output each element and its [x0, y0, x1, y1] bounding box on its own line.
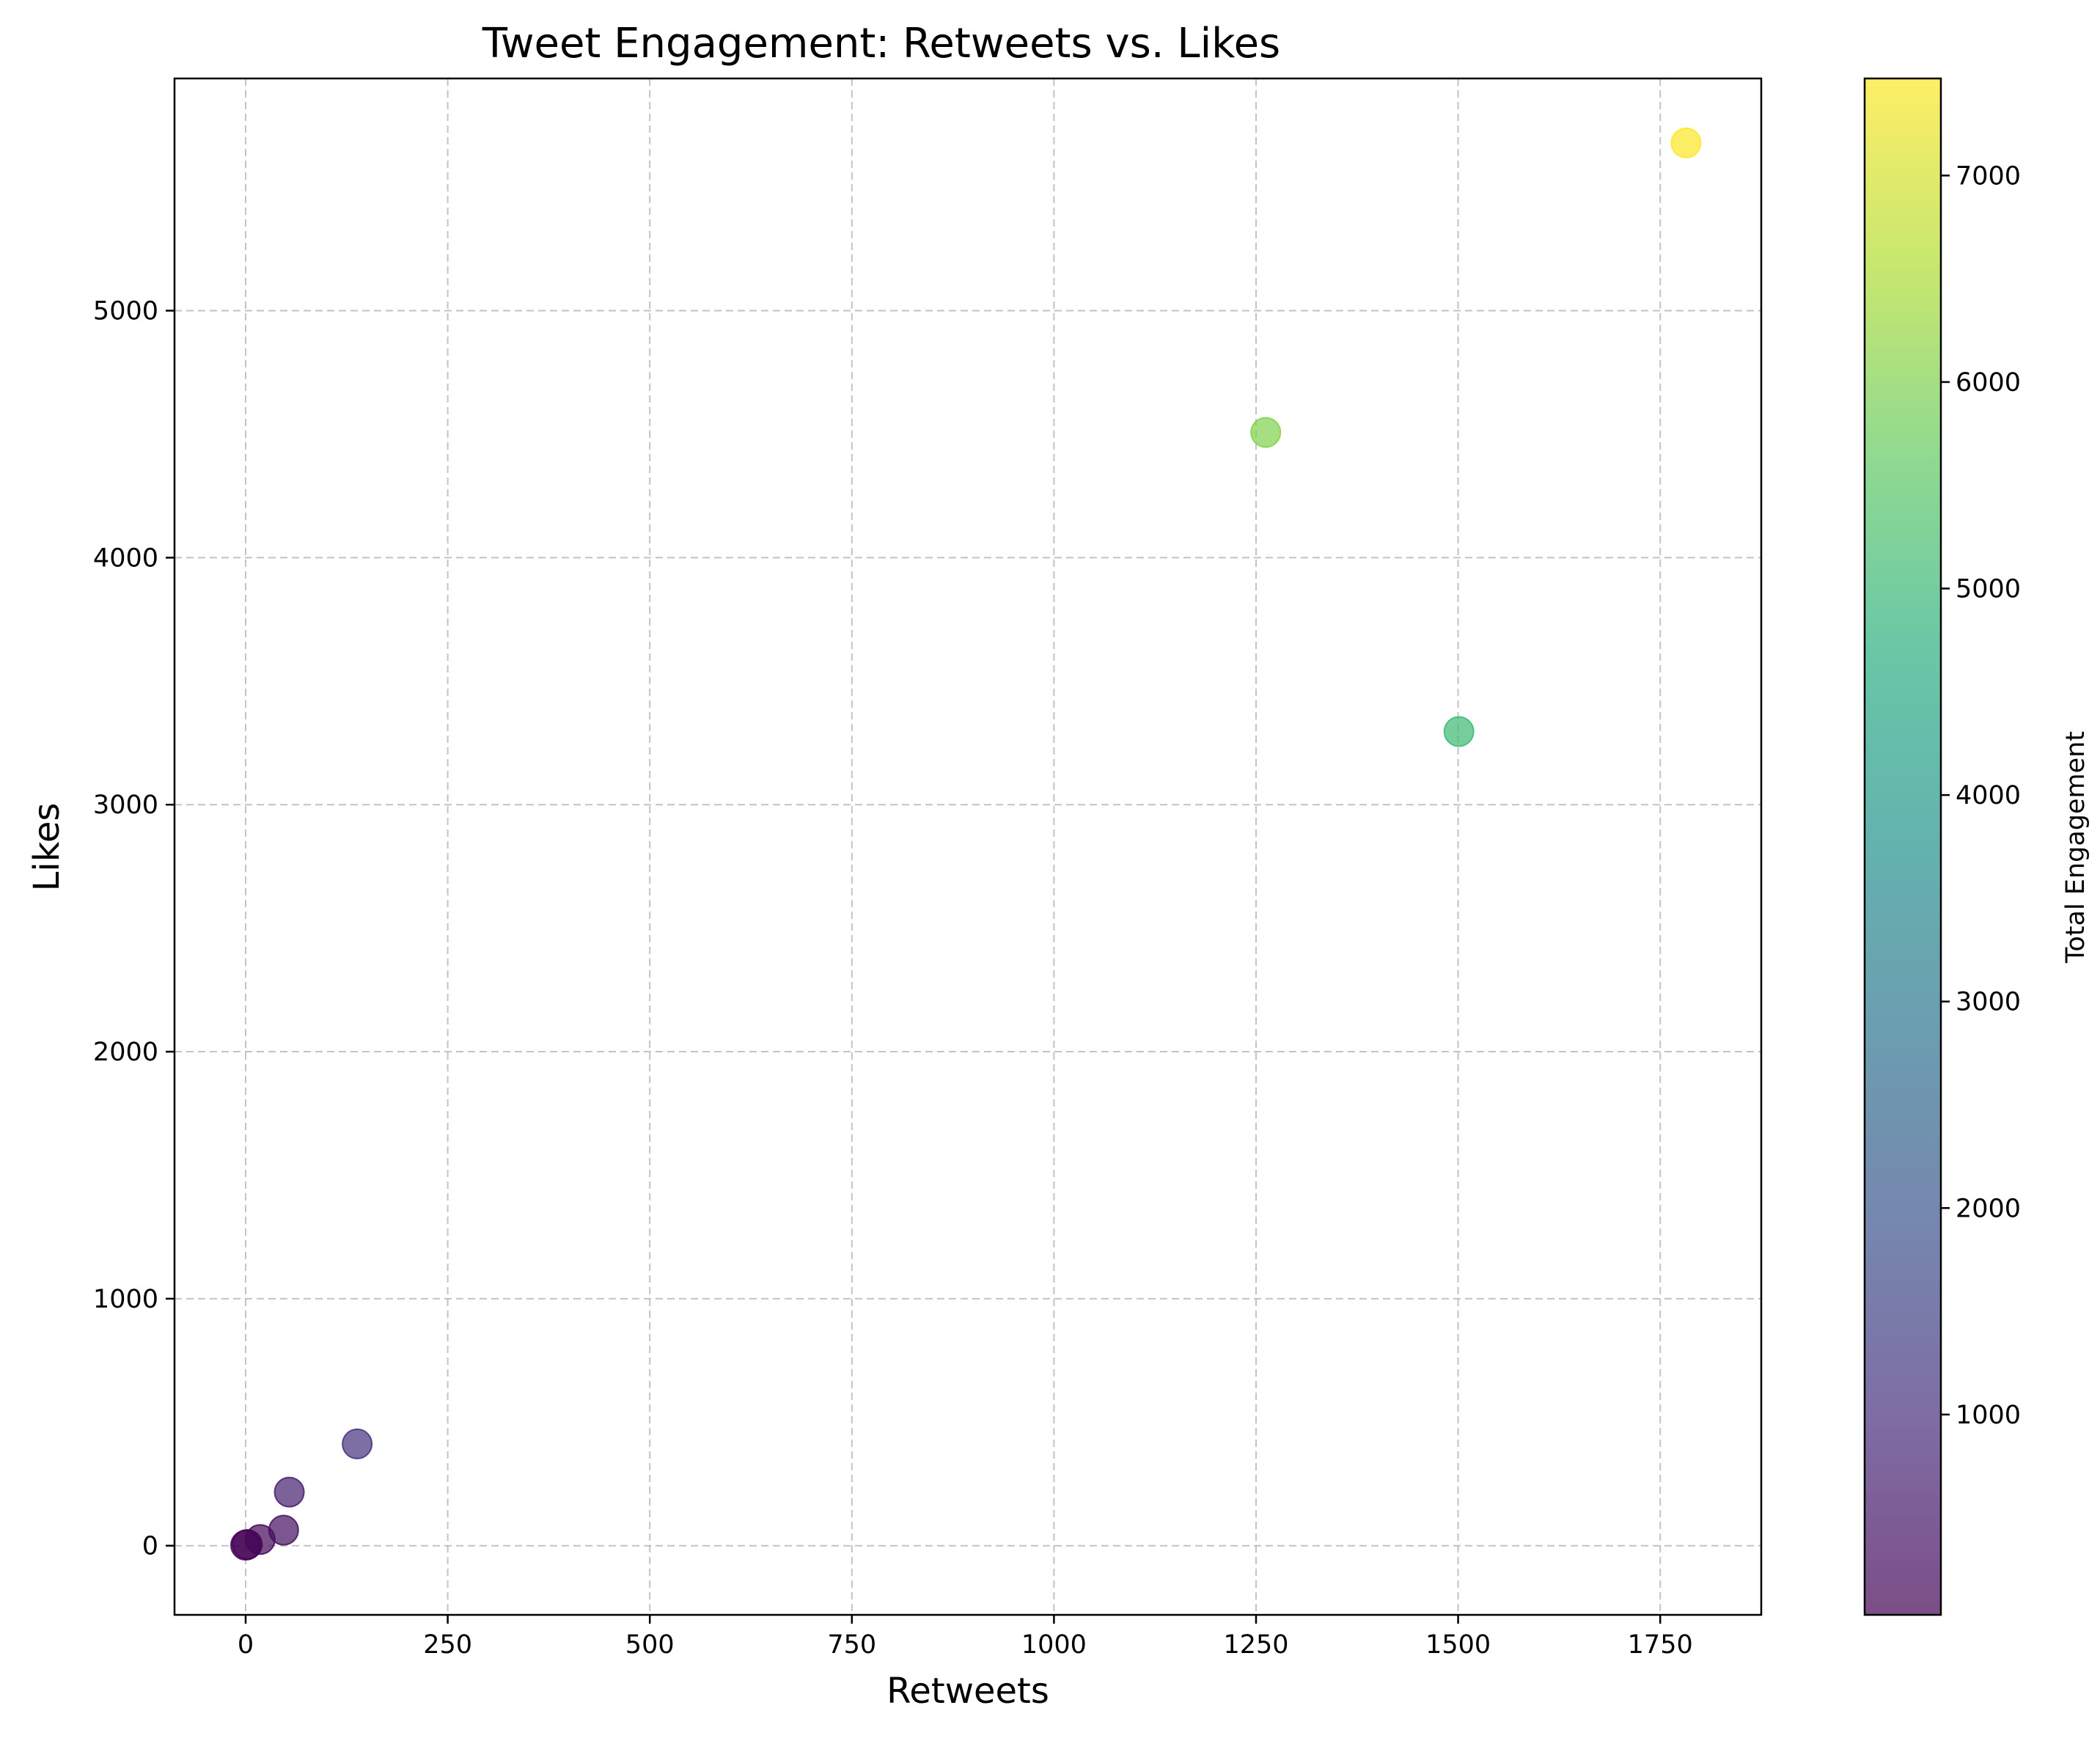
colorbar: 1000 2000 3000 4000 5000 6000 7000 Total Engag…: [1863, 77, 2090, 1616]
y-axis-ticks: 0 1000 2000 3000 4000 5000: [93, 297, 175, 1561]
chart-title: Tweet Engagement: Retweets vs. Likes: [482, 20, 1280, 67]
data-point: [342, 1428, 373, 1459]
colorbar-tick-label: 2000: [1956, 1194, 2021, 1223]
x-tick-label: 0: [238, 1630, 254, 1660]
y-tick-label: 4000: [93, 543, 158, 573]
colorbar-tick-label: 4000: [1956, 781, 2021, 810]
data-point: [1250, 417, 1282, 448]
y-tick-label: 0: [142, 1532, 158, 1561]
data-points: [230, 127, 1702, 1561]
x-tick-label: 1000: [1021, 1630, 1087, 1660]
y-tick-label: 5000: [93, 297, 158, 326]
colorbar-label: Total Engagement: [2061, 731, 2090, 964]
colorbar-tick-label: 1000: [1956, 1401, 2021, 1430]
colorbar-tick-label: 5000: [1956, 575, 2021, 604]
x-axis-label: Retweets: [886, 1671, 1049, 1712]
x-tick-label: 250: [423, 1630, 472, 1660]
data-point: [273, 1476, 305, 1508]
y-tick-label: 1000: [93, 1285, 158, 1314]
colorbar-ticks: 1000 2000 3000 4000 5000 6000 7000: [1941, 161, 2021, 1430]
colorbar-tick-label: 7000: [1956, 161, 2021, 191]
colorbar-tick-label: 3000: [1956, 988, 2021, 1017]
colorbar-gradient: [1865, 78, 1941, 1615]
colorbar-frame: [1863, 77, 1942, 1616]
data-point: [268, 1514, 299, 1546]
x-tick-label: 1500: [1425, 1630, 1491, 1660]
x-axis-ticks: 0 250 500 750 1000 1250 1500 1750: [238, 1615, 1693, 1660]
colorbar-tick-label: 6000: [1956, 368, 2021, 397]
grid-lines: [175, 78, 1761, 1615]
y-tick-label: 3000: [93, 791, 158, 820]
x-tick-label: 500: [625, 1630, 675, 1660]
x-tick-label: 1250: [1223, 1630, 1288, 1660]
plot-frame: [173, 77, 1763, 1616]
data-point: [1443, 716, 1475, 747]
x-tick-label: 750: [827, 1630, 876, 1660]
x-tick-label: 1750: [1628, 1630, 1693, 1660]
data-point: [1670, 127, 1702, 158]
y-axis-label: Likes: [26, 803, 67, 892]
y-tick-label: 2000: [93, 1038, 158, 1067]
